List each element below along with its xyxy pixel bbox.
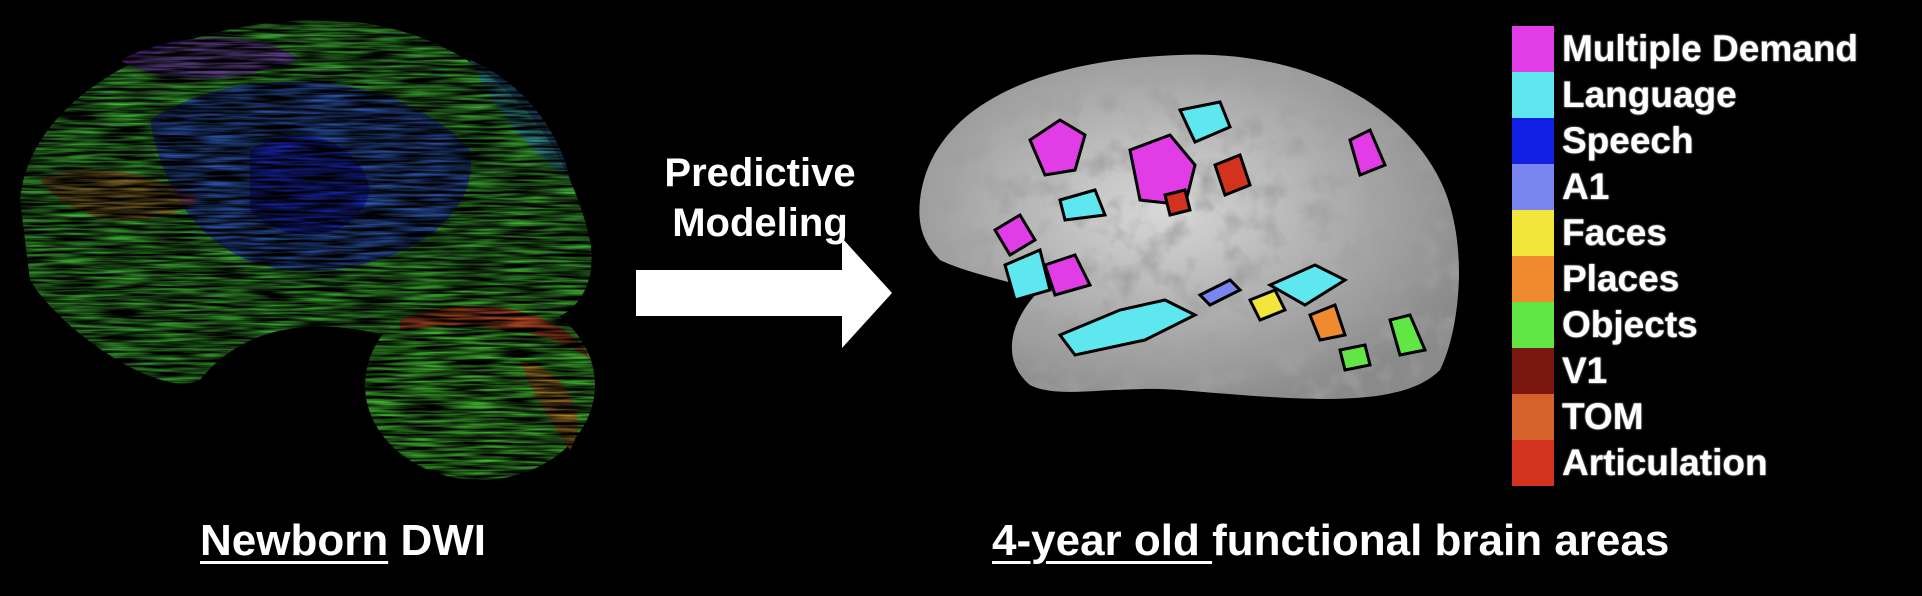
legend-swatch xyxy=(1512,302,1554,348)
legend-label: Faces xyxy=(1562,212,1667,253)
legend-item: Speech xyxy=(1512,118,1922,164)
predictive-modeling-line2: Modeling xyxy=(672,201,848,245)
legend-swatch xyxy=(1512,256,1554,302)
legend-label: Objects xyxy=(1562,304,1698,345)
legend-item: Objects xyxy=(1512,302,1922,348)
legend-item: Language xyxy=(1512,72,1922,118)
newborn-caption-underlined: Newborn xyxy=(200,516,389,565)
legend-label: Places xyxy=(1562,258,1680,299)
legend-item: Places xyxy=(1512,256,1922,302)
legend-swatch xyxy=(1512,348,1554,394)
functional-areas-legend: Multiple Demand Language Speech A1 Faces Plac… xyxy=(1512,26,1922,486)
right-arrow-icon xyxy=(636,238,892,348)
legend-item: TOM xyxy=(1512,394,1922,440)
legend-swatch xyxy=(1512,210,1554,256)
legend-item: V1 xyxy=(1512,348,1922,394)
legend-swatch xyxy=(1512,440,1554,486)
inflated-cortex-functional-map xyxy=(919,54,1459,399)
newborn-dwi-tractography-image xyxy=(20,20,595,480)
legend-item: Multiple Demand xyxy=(1512,26,1922,72)
legend-item: A1 xyxy=(1512,164,1922,210)
legend-swatch xyxy=(1512,118,1554,164)
predictive-modeling-label: Predictive Modeling xyxy=(640,148,880,248)
legend-label: A1 xyxy=(1562,166,1610,207)
age-caption-underlined: 4-year old xyxy=(992,516,1213,565)
legend-label: TOM xyxy=(1562,396,1644,437)
legend-label: Articulation xyxy=(1562,442,1768,483)
legend-swatch xyxy=(1512,72,1554,118)
legend-swatch xyxy=(1512,164,1554,210)
legend-label: Speech xyxy=(1562,120,1694,161)
legend-item: Faces xyxy=(1512,210,1922,256)
legend-label: Multiple Demand xyxy=(1562,28,1859,69)
legend-label: V1 xyxy=(1562,350,1608,391)
legend-swatch xyxy=(1512,394,1554,440)
legend-label: Language xyxy=(1562,74,1737,115)
functional-areas-caption: 4-year old functional brain areas xyxy=(992,516,1669,566)
dwi-caption-rest: DWI xyxy=(388,516,486,565)
newborn-dwi-caption: Newborn DWI xyxy=(200,516,486,566)
functional-areas-caption-rest: functional brain areas xyxy=(1212,516,1670,565)
legend-swatch xyxy=(1512,26,1554,72)
predictive-modeling-line1: Predictive xyxy=(664,151,856,195)
legend-item: Articulation xyxy=(1512,440,1922,486)
